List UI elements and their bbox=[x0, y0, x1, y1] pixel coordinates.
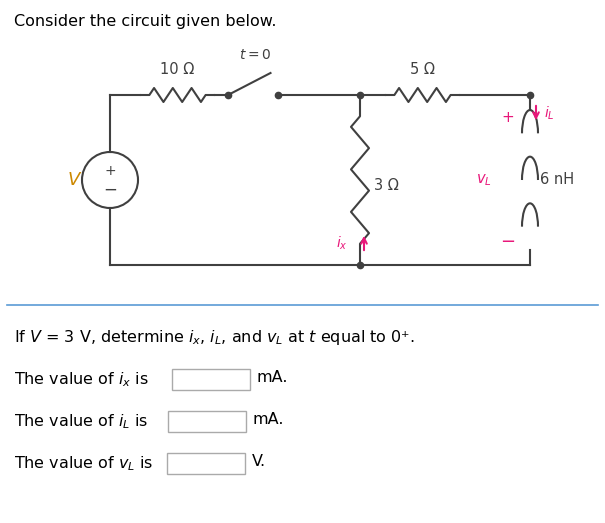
Text: $i_x$: $i_x$ bbox=[336, 234, 348, 252]
Text: The value of $v_L$ is: The value of $v_L$ is bbox=[14, 454, 153, 473]
Text: mA.: mA. bbox=[253, 412, 284, 427]
FancyBboxPatch shape bbox=[168, 411, 246, 432]
Text: The value of $i_L$ is: The value of $i_L$ is bbox=[14, 412, 148, 431]
Text: 6 nH: 6 nH bbox=[540, 173, 574, 188]
FancyBboxPatch shape bbox=[167, 453, 245, 474]
Text: +: + bbox=[502, 110, 514, 126]
Text: +: + bbox=[104, 164, 116, 178]
Text: −: − bbox=[500, 233, 515, 251]
Text: Consider the circuit given below.: Consider the circuit given below. bbox=[14, 14, 276, 29]
Text: $v_L$: $v_L$ bbox=[476, 172, 492, 188]
Text: $i_L$: $i_L$ bbox=[544, 104, 555, 122]
Text: V.: V. bbox=[252, 454, 266, 469]
Text: 10 Ω: 10 Ω bbox=[160, 62, 195, 77]
Text: mA.: mA. bbox=[257, 370, 289, 385]
Text: 5 Ω: 5 Ω bbox=[410, 62, 435, 77]
Text: −: − bbox=[103, 181, 117, 199]
FancyBboxPatch shape bbox=[172, 369, 250, 390]
Text: The value of $i_x$ is: The value of $i_x$ is bbox=[14, 370, 149, 389]
Text: If $V$ = 3 V, determine $i_x$, $i_L$, and $v_L$ at $t$ equal to 0⁺.: If $V$ = 3 V, determine $i_x$, $i_L$, an… bbox=[14, 328, 414, 347]
Text: $t = 0$: $t = 0$ bbox=[239, 48, 271, 62]
Text: $V$: $V$ bbox=[67, 171, 83, 189]
Text: 3 Ω: 3 Ω bbox=[374, 177, 399, 192]
